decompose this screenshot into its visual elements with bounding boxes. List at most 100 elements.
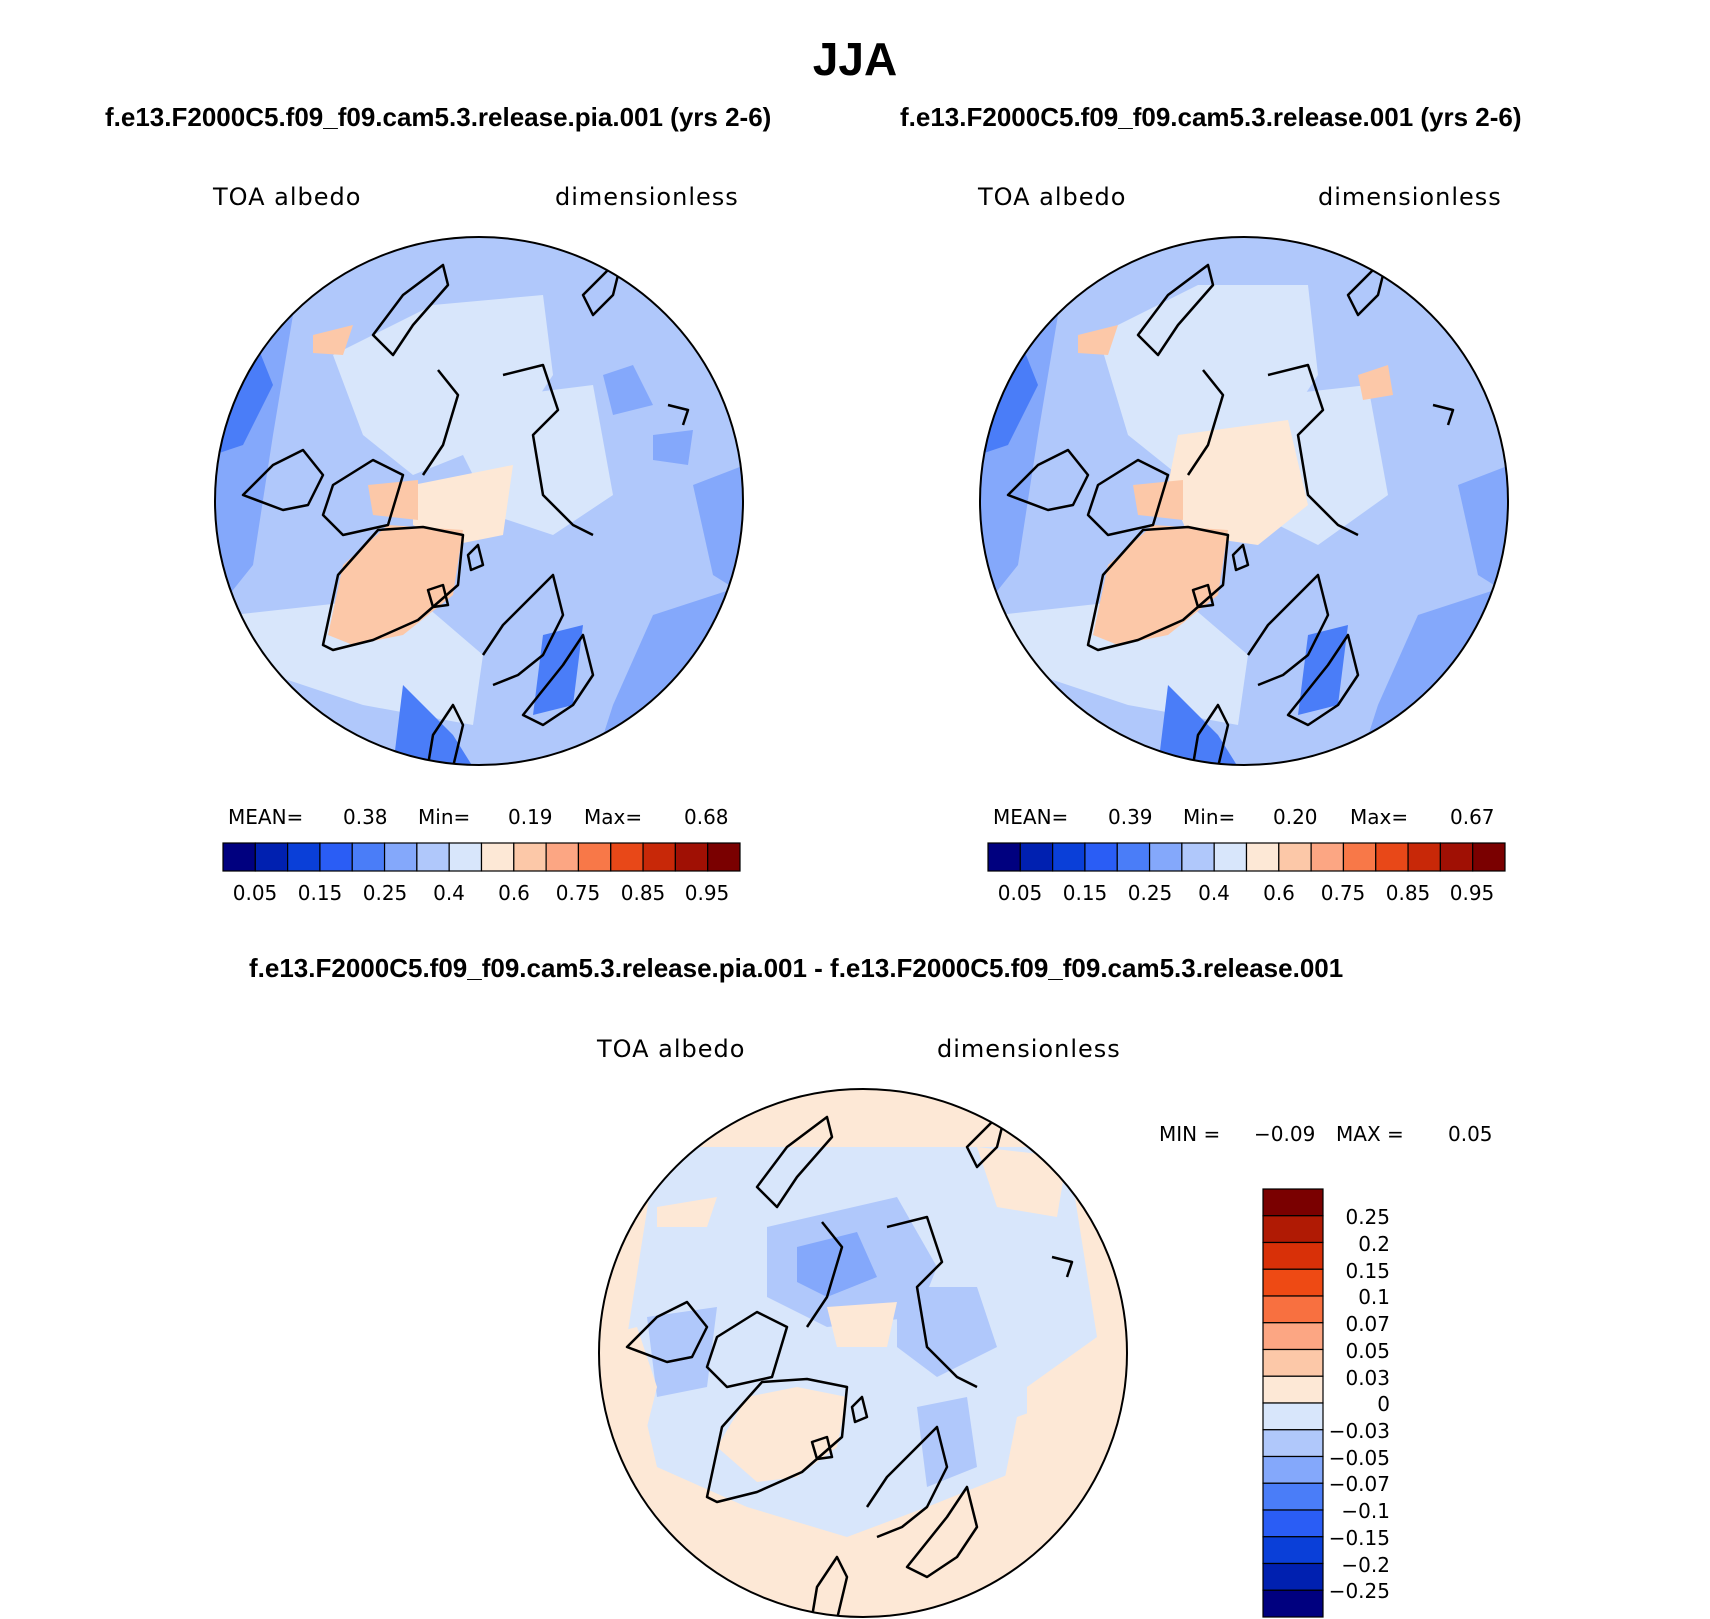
- figure-title: JJA: [812, 33, 898, 85]
- colorbar-swatch: [577, 842, 612, 872]
- diff-colorbar-tick: 0: [1377, 1392, 1390, 1416]
- colorbar-swatch: [1407, 842, 1441, 872]
- panel-1-colorbar-tick: 0.25: [362, 881, 408, 905]
- diff-colorbar: [1262, 1188, 1324, 1618]
- colorbar-swatch: [1262, 1402, 1324, 1431]
- colorbar-swatch: [1262, 1322, 1324, 1351]
- colorbar-swatch: [674, 842, 709, 872]
- colorbar-swatch: [351, 842, 386, 872]
- colorbar-swatch: [1375, 842, 1409, 872]
- colorbar-swatch: [1262, 1268, 1324, 1297]
- colorbar-swatch: [987, 842, 1021, 872]
- panel-2-polar-map: [979, 236, 1509, 766]
- panel-1-units-label: dimensionless: [555, 183, 739, 211]
- diff-colorbar-tick: −0.15: [1328, 1526, 1390, 1550]
- panel-1-variable-label: TOA albedo: [213, 183, 362, 211]
- colorbar-swatch: [448, 842, 483, 872]
- colorbar-swatch: [642, 842, 676, 872]
- colorbar-swatch: [1262, 1188, 1324, 1217]
- diff-min-value: −0.09: [1254, 1122, 1316, 1146]
- panel-1-colorbar-tick: 0.95: [684, 881, 730, 905]
- panel-2-colorbar-tick: 0.85: [1385, 881, 1431, 905]
- colorbar-swatch: [1262, 1562, 1324, 1591]
- panel-2-min-label: Min=: [1183, 805, 1236, 829]
- diff-colorbar-tick: 0.05: [1345, 1339, 1390, 1363]
- colorbar-swatch: [1310, 842, 1345, 872]
- colorbar-swatch: [1181, 842, 1215, 872]
- diff-colorbar-tick: 0.1: [1358, 1285, 1390, 1309]
- diff-colorbar-tick: −0.07: [1328, 1472, 1390, 1496]
- panel-1-polar-map: [214, 236, 744, 766]
- panel-2-max-value: 0.67: [1450, 805, 1495, 829]
- colorbar-swatch: [1084, 842, 1118, 872]
- panel-2-colorbar-tick: 0.75: [1320, 881, 1366, 905]
- colorbar-swatch: [416, 842, 450, 872]
- colorbar-swatch: [1262, 1536, 1324, 1565]
- colorbar-swatch: [1262, 1429, 1324, 1458]
- panel-1-max-label: Max=: [584, 805, 643, 829]
- panel-2-max-label: Max=: [1350, 805, 1409, 829]
- panel-1-colorbar: [222, 842, 741, 872]
- panel-1-colorbar-tick: 0.75: [555, 881, 601, 905]
- diff-max-label: MAX =: [1336, 1122, 1404, 1146]
- colorbar-swatch: [1213, 842, 1248, 872]
- colorbar-swatch: [1148, 842, 1183, 872]
- diff-colorbar-tick: 0.07: [1345, 1312, 1390, 1336]
- colorbar-swatch: [1262, 1455, 1324, 1484]
- diff-colorbar-tick: 0.03: [1345, 1366, 1390, 1390]
- panel-2-mean-label: MEAN=: [993, 805, 1069, 829]
- panel-2-colorbar-tick: 0.25: [1127, 881, 1173, 905]
- colorbar-swatch: [1116, 842, 1151, 872]
- colorbar-swatch: [1262, 1589, 1324, 1618]
- colorbar-swatch: [1262, 1375, 1324, 1404]
- panel-2-case-title: f.e13.F2000C5.f09_f09.cam5.3.release.001…: [900, 102, 1522, 132]
- panel-1-case-title: f.e13.F2000C5.f09_f09.cam5.3.release.pia…: [105, 102, 772, 132]
- diff-colorbar-tick: −0.2: [1341, 1553, 1390, 1577]
- panel-1-min-value: 0.19: [508, 805, 553, 829]
- colorbar-swatch: [1052, 842, 1086, 872]
- colorbar-swatch: [707, 842, 741, 872]
- colorbar-swatch: [222, 842, 256, 872]
- diff-title: f.e13.F2000C5.f09_f09.cam5.3.release.pia…: [249, 953, 1344, 983]
- panel-1-mean-label: MEAN=: [228, 805, 304, 829]
- panel-1-mean-value: 0.38: [343, 805, 388, 829]
- diff-polar-map: [598, 1088, 1128, 1618]
- colorbar-swatch: [1262, 1241, 1324, 1270]
- diff-max-value: 0.05: [1448, 1122, 1493, 1146]
- panel-2-min-value: 0.20: [1273, 805, 1318, 829]
- panel-2-colorbar-tick: 0.95: [1449, 881, 1495, 905]
- colorbar-swatch: [1439, 842, 1474, 872]
- colorbar-swatch: [610, 842, 644, 872]
- colorbar-swatch: [1262, 1509, 1324, 1538]
- colorbar-swatch: [1262, 1295, 1324, 1324]
- panel-2-units-label: dimensionless: [1318, 183, 1502, 211]
- colorbar-swatch: [254, 842, 289, 872]
- colorbar-swatch: [1262, 1348, 1324, 1377]
- diff-variable-label: TOA albedo: [597, 1035, 746, 1063]
- diff-colorbar-tick: 0.2: [1358, 1232, 1390, 1256]
- diff-colorbar-tick: 0.25: [1345, 1205, 1390, 1229]
- colorbar-swatch: [1342, 842, 1377, 872]
- colorbar-swatch: [1278, 842, 1312, 872]
- panel-1-colorbar-tick: 0.05: [232, 881, 278, 905]
- colorbar-swatch: [1019, 842, 1054, 872]
- panel-2-colorbar-tick: 0.15: [1062, 881, 1108, 905]
- colorbar-swatch: [383, 842, 418, 872]
- colorbar-swatch: [1472, 842, 1506, 872]
- colorbar-swatch: [513, 842, 547, 872]
- panel-1-colorbar-tick: 0.15: [297, 881, 343, 905]
- diff-colorbar-tick: −0.05: [1328, 1446, 1390, 1470]
- diff-colorbar-tick: −0.1: [1341, 1499, 1390, 1523]
- colorbar-swatch: [545, 842, 580, 872]
- diff-colorbar-tick: −0.03: [1328, 1419, 1390, 1443]
- diff-units-label: dimensionless: [937, 1035, 1121, 1063]
- panel-2-colorbar-tick: 0.6: [1263, 881, 1295, 905]
- panel-2-mean-value: 0.39: [1108, 805, 1153, 829]
- colorbar-swatch: [319, 842, 353, 872]
- panel-1-min-label: Min=: [418, 805, 471, 829]
- panel-2-colorbar-tick: 0.05: [997, 881, 1043, 905]
- colorbar-swatch: [287, 842, 321, 872]
- diff-colorbar-tick: −0.25: [1328, 1579, 1390, 1603]
- panel-1-colorbar-tick: 0.4: [433, 881, 465, 905]
- panel-1-max-value: 0.68: [684, 805, 729, 829]
